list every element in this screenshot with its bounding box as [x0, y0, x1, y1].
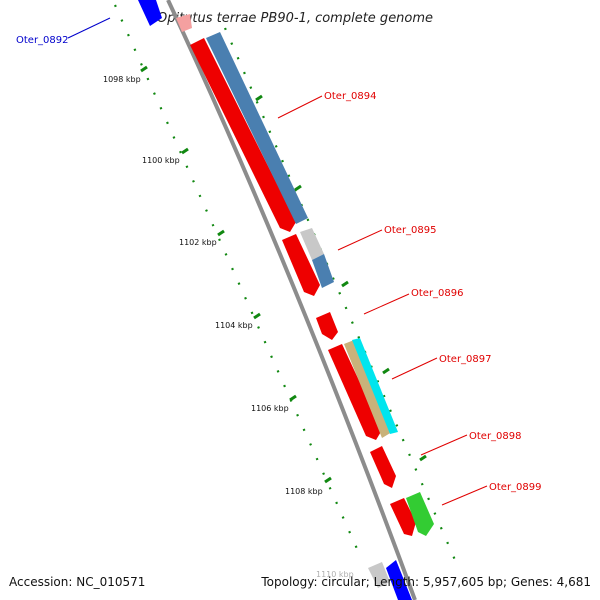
feature-oter-0894-blue[interactable] [206, 32, 308, 224]
tick-label: 1102 kbp [179, 238, 217, 247]
feature-oter-0894-red[interactable] [190, 38, 296, 232]
feature-bottom-grey [368, 562, 390, 588]
gene-label-oter-0892[interactable]: Oter_0892 [16, 35, 69, 46]
feature-oter-0895-grey[interactable] [300, 228, 324, 260]
feature-bottom-blue [386, 560, 412, 600]
genome-summary-text: Topology: circular; Length: 5,957,605 bp… [260, 575, 591, 589]
leader-line-oter-0896 [363, 293, 410, 315]
leader-line-oter-0892 [67, 17, 111, 39]
feature-track-dotted [223, 27, 457, 561]
leader-line-oter-0899 [441, 485, 488, 506]
major-tick [140, 65, 148, 73]
axis-right-ticks [255, 94, 427, 462]
tick-label: 1108 kbp [285, 487, 323, 496]
tick-label: 1106 kbp [251, 404, 289, 413]
gene-label-oter-0894[interactable]: Oter_0894 [324, 91, 377, 102]
feature-oter-0899-green[interactable] [406, 492, 434, 536]
gene-label-oter-0897[interactable]: Oter_0897 [439, 354, 492, 365]
gene-label-oter-0899[interactable]: Oter_0899 [489, 482, 542, 493]
gene-label-oter-0898[interactable]: Oter_0898 [469, 431, 522, 442]
major-tick [181, 147, 189, 155]
leader-line-oter-0895 [337, 229, 383, 251]
accession-text: Accession: NC_010571 [9, 575, 145, 589]
tick-label: 1100 kbp [142, 156, 180, 165]
leader-line-oter-0894 [277, 95, 323, 119]
major-tick [324, 476, 332, 484]
feature-oter-0897-cyan[interactable] [352, 338, 398, 434]
leader-line-oter-0897 [391, 357, 438, 380]
tick-label: 1104 kbp [215, 321, 253, 330]
major-tick [217, 229, 225, 237]
right-tick [255, 94, 263, 102]
major-tick [289, 394, 297, 402]
map-title: Opitutus terrae PB90-1, complete genome [157, 11, 433, 26]
tick-label: 1098 kbp [103, 75, 141, 84]
tick-label: 1110 kbp [316, 570, 354, 579]
right-tick [341, 280, 349, 288]
leader-line-oter-0898 [420, 434, 468, 456]
right-tick [419, 454, 427, 462]
genome-backbone [166, 0, 417, 600]
right-tick [382, 367, 390, 375]
right-tick [294, 184, 302, 192]
feature-oter-0896[interactable] [316, 312, 338, 340]
feature-pink-fragment [176, 14, 192, 32]
feature-oter-0899-red[interactable] [390, 498, 416, 536]
major-tick [253, 312, 261, 320]
gene-label-oter-0896[interactable]: Oter_0896 [411, 288, 464, 299]
feature-oter-0898[interactable] [370, 446, 396, 488]
feature-oter-0892[interactable] [138, 0, 162, 26]
gene-label-oter-0895[interactable]: Oter_0895 [384, 225, 437, 236]
feature-oter-0895-red[interactable] [282, 234, 320, 296]
feature-oter-0897-red[interactable] [328, 344, 382, 440]
feature-oter-0897-tan[interactable] [344, 340, 392, 438]
axis-major-ticks [140, 65, 332, 484]
feature-oter-0895-blue[interactable] [312, 254, 334, 288]
